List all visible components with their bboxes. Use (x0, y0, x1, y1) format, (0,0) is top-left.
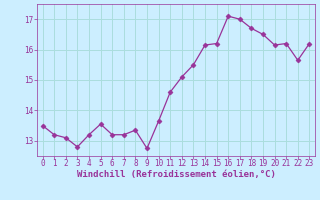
X-axis label: Windchill (Refroidissement éolien,°C): Windchill (Refroidissement éolien,°C) (76, 170, 276, 179)
